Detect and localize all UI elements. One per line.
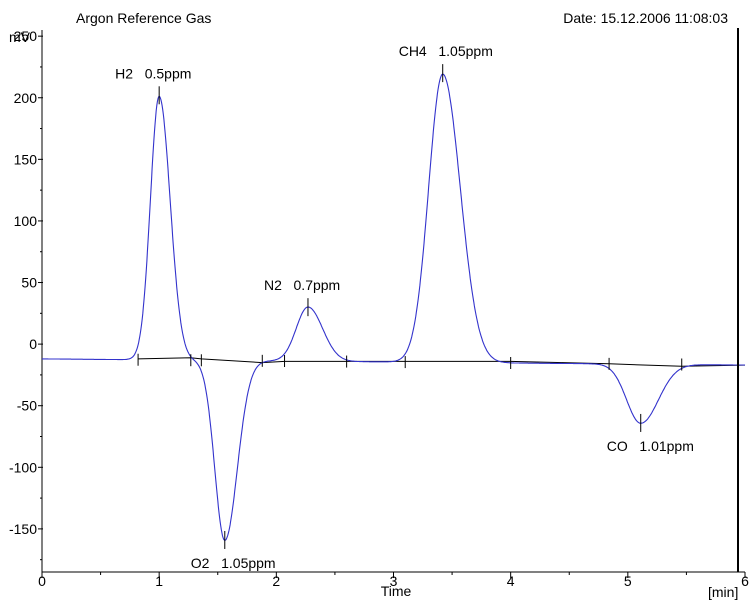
y-tick-label: 0 — [29, 336, 37, 352]
axes — [38, 30, 746, 578]
x-tick-label: 2 — [272, 573, 280, 589]
signal-trace — [42, 73, 746, 541]
peak-markers — [137, 64, 683, 549]
chart-title: Argon Reference Gas — [76, 10, 211, 26]
y-tick-label: 100 — [14, 213, 38, 229]
x-tick-label: 1 — [155, 573, 163, 589]
x-tick-label: 6 — [741, 573, 749, 589]
y-tick-label: 150 — [14, 151, 38, 167]
peak-labels: H2 0.5ppm O2 1.05ppm N2 0.7ppm CH4 1.05ppm C… — [115, 43, 694, 571]
peak-label: H2 0.5ppm — [115, 65, 191, 81]
x-tick-label: 4 — [507, 573, 515, 589]
signal-trace-group — [42, 73, 746, 541]
x-axis-label: Time — [381, 583, 412, 599]
y-tick-label: 250 — [14, 28, 38, 44]
y-tick-label: -150 — [9, 521, 37, 537]
peak-label: N2 0.7ppm — [264, 277, 340, 293]
y-tick-label: -100 — [9, 459, 37, 475]
x-tick-label: 5 — [624, 573, 632, 589]
y-axis-label: mV — [9, 29, 31, 45]
y-tick-label: 200 — [14, 90, 38, 106]
baseline-line — [138, 357, 746, 367]
x-tick-label: 3 — [390, 573, 398, 589]
y-tick-label: -50 — [17, 398, 37, 414]
x-tick-label: 0 — [38, 573, 46, 589]
peak-label: CO 1.01ppm — [607, 438, 694, 454]
peak-label: O2 1.05ppm — [191, 555, 276, 571]
peak-label: CH4 1.05ppm — [399, 43, 493, 59]
date-label: Date: 15.12.2006 11:08:03 — [563, 10, 728, 26]
x-axis-unit: [min] — [708, 584, 738, 600]
y-tick-label: 50 — [21, 275, 37, 291]
integration-baseline — [138, 357, 746, 367]
tick-labels: 250 200 150 100 50 0 -50 -100 -150 0 1 2 3 4 5 6 — [9, 28, 749, 589]
